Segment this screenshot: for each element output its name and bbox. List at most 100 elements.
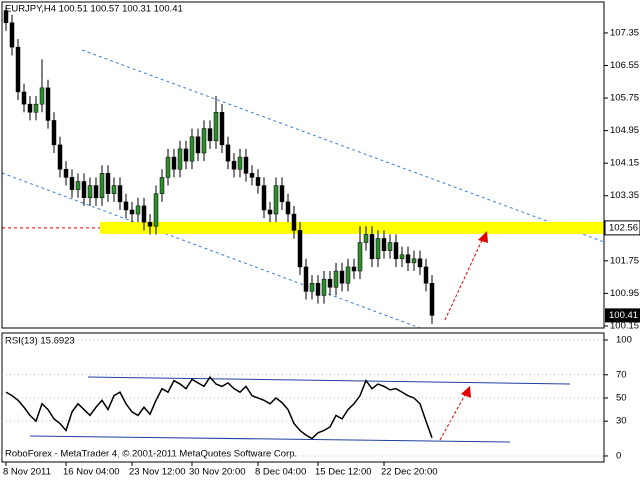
candle-body: [177, 148, 183, 170]
candle-body: [315, 282, 321, 296]
candle-body: [363, 234, 369, 243]
channel-top: [81, 49, 605, 243]
candle-body: [231, 160, 237, 170]
forecast-arrow: [444, 237, 484, 321]
level-label: 102.56: [609, 222, 638, 233]
candle-body: [117, 185, 123, 203]
y-tick-label: 100.95: [610, 288, 639, 299]
x-tick-label: 23 Nov 12:00: [129, 467, 186, 478]
candle-body: [429, 282, 435, 316]
price-panel: [1, 1, 605, 329]
y-tick-label: 0: [616, 450, 621, 461]
candle-body: [141, 205, 147, 223]
candle-body: [75, 181, 81, 190]
candle-body: [273, 185, 279, 215]
candle-body: [147, 221, 153, 227]
channel-bottom: [1, 172, 421, 329]
arrow-head: [461, 386, 471, 398]
candle-body: [33, 103, 39, 113]
y-tick-label: 105.75: [610, 93, 639, 104]
candle-body: [255, 177, 261, 186]
candle-body: [399, 254, 405, 260]
candle-body: [27, 103, 33, 113]
y-tick-label: 30: [616, 416, 627, 427]
candle-body: [297, 230, 303, 268]
y-tick-label: 100: [616, 334, 632, 345]
price-label: 100.41: [609, 310, 638, 321]
candle-body: [213, 112, 219, 142]
rsi-resistance: [87, 376, 571, 385]
candle-body: [261, 185, 267, 211]
x-tick-label: 15 Dec 12:00: [315, 467, 372, 478]
candle-body: [57, 144, 63, 170]
y-tick-label: 104.15: [610, 158, 639, 169]
candle-body: [279, 185, 285, 203]
y-tick-label: 107.35: [610, 27, 639, 38]
candle-body: [357, 242, 363, 272]
y-tick-label: 70: [616, 369, 627, 380]
rsi-line: [5, 375, 433, 440]
y-tick-label: 103.35: [610, 190, 639, 201]
candle-body: [225, 144, 231, 162]
y-tick-label: 106.55: [610, 60, 639, 71]
candle-body: [423, 266, 429, 284]
arrow-head: [478, 231, 488, 243]
candle-body: [285, 201, 291, 215]
candle-body: [345, 266, 351, 284]
y-tick-label: 104.95: [610, 125, 639, 136]
candle-body: [159, 177, 165, 194]
candle-body: [351, 266, 357, 272]
candle-body: [129, 209, 135, 215]
candle-body: [411, 258, 417, 264]
candle-body: [81, 181, 87, 199]
candle-body: [123, 201, 129, 211]
x-tick-label: 8 Dec 04:00: [255, 467, 306, 478]
candle-body: [237, 156, 243, 170]
y-tick-label: 100.15: [610, 320, 639, 331]
candle-body: [171, 156, 177, 170]
candle-body: [333, 270, 339, 288]
rsi-title: RSI(13) 15.6923: [5, 336, 75, 347]
candle-body: [153, 193, 159, 227]
candle-body: [249, 173, 255, 178]
candle-body: [111, 185, 117, 194]
candle-body: [405, 254, 411, 264]
rsi-support: [29, 435, 511, 443]
source: RoboForex - MetaTrader 4, © 2001-2011 Me…: [5, 449, 297, 460]
candle-body: [39, 87, 45, 105]
candle-body: [21, 91, 27, 105]
chart-title: EURJPY,H4 100.51 100.57 100.31 100.41: [5, 4, 183, 15]
candle-body: [99, 173, 105, 199]
candle-body: [339, 270, 345, 284]
candle-body: [63, 169, 69, 178]
candle-body: [201, 128, 207, 154]
candle-body: [321, 278, 327, 296]
candle-body: [183, 148, 189, 162]
candle-body: [165, 156, 171, 178]
candle-body: [309, 282, 315, 292]
level-label-box: [604, 220, 640, 236]
candle-body: [327, 278, 333, 288]
candle-body: [3, 10, 9, 24]
candle-body: [381, 238, 387, 251]
candle-body: [291, 213, 297, 231]
candle-body: [393, 242, 399, 260]
candle-body: [45, 87, 51, 121]
candle-body: [69, 177, 75, 190]
candle-body: [93, 185, 99, 199]
y-tick-label: 101.75: [610, 255, 639, 266]
candle-body: [219, 112, 225, 146]
x-tick-label: 22 Dec 20:00: [381, 467, 438, 478]
x-tick-label: 16 Nov 04:00: [63, 467, 120, 478]
candle-body: [189, 136, 195, 162]
candle-body: [207, 128, 213, 142]
rsi-forecast-arrow: [439, 392, 467, 441]
candle-body: [243, 156, 249, 174]
level-band: [100, 221, 604, 234]
candle-body: [267, 209, 273, 215]
x-tick-label: 8 Nov 2011: [3, 467, 51, 478]
candle-body: [303, 266, 309, 292]
